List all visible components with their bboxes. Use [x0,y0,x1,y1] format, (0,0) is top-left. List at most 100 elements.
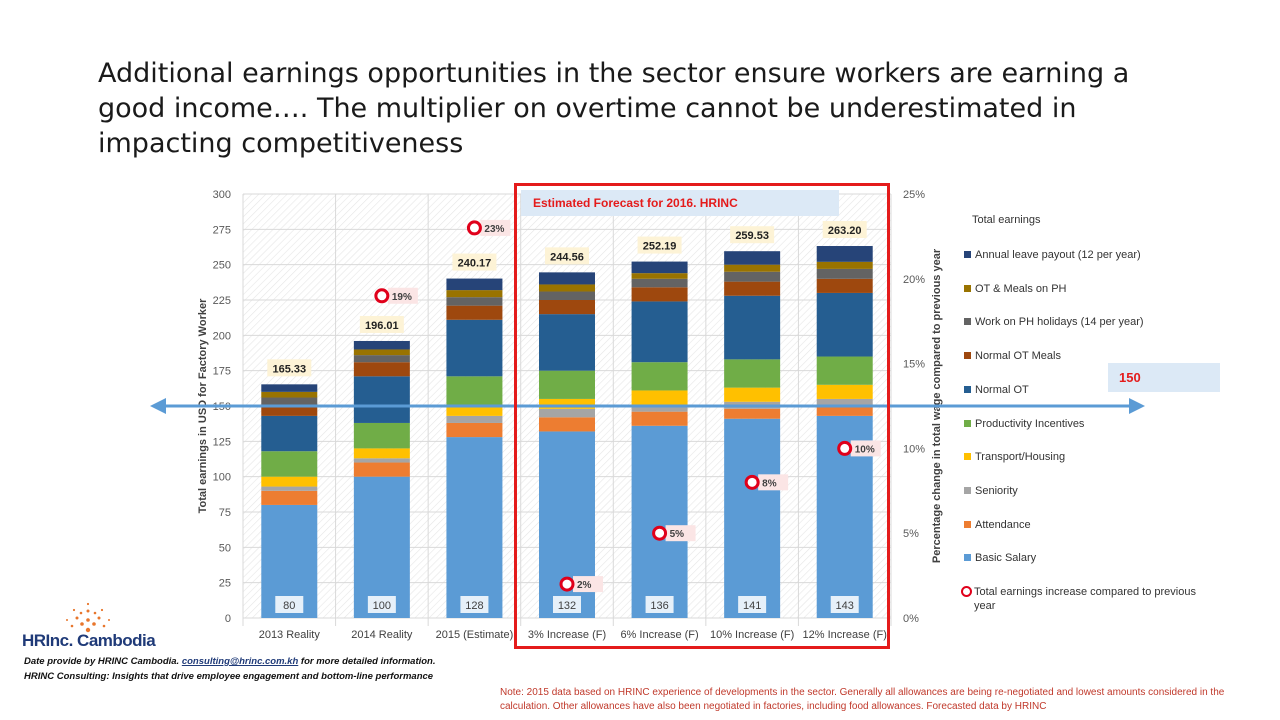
contact-email-link[interactable]: consulting@hrinc.com.kh [181,656,299,667]
bar-segment [261,415,318,452]
y2-tick-label: 25% [903,189,925,201]
increase-marker [559,576,575,592]
legend-label: OT & Meals on PH [975,282,1067,295]
legend-label: Normal OT [975,383,1029,396]
bar-segment [353,340,410,350]
increase-label: 19% [392,292,412,303]
y-tick-label: 125 [213,436,231,448]
bar-segment [261,384,318,392]
bar-segment [539,398,595,409]
bar-segment [261,490,318,505]
base-label-bg [553,596,581,613]
bar-segment [446,376,503,406]
bar-segment [446,290,503,298]
increase-label: 5% [670,529,685,540]
legend-label: Work on PH holidays (14 per year) [975,316,1144,329]
arrow-right-head-icon [1129,398,1145,414]
bar-segment [539,417,595,432]
legend-swatch [964,554,971,562]
x-tick-label: 10% Increase (F) [710,629,794,641]
y-tick-label: 50 [219,542,231,554]
x-tick-label: 2014 Reality [351,629,413,641]
base-value-label: 136 [650,600,668,612]
base-label-bg [645,596,674,613]
legend-title: Total earnings [972,214,1041,226]
total-label-bg [359,315,404,333]
bar-segment [539,284,595,292]
bar-segment [816,292,873,357]
base-label-bg [367,596,396,613]
bar-segment [446,437,503,618]
legend-swatch [964,318,971,326]
bar-segment [446,297,503,306]
total-value-label: 259.53 [735,230,769,242]
legend-swatch [964,352,971,360]
base-value-label: 132 [558,600,576,612]
bar-segment [631,362,688,391]
forecast-highlight-box [514,183,890,649]
bar-segment [631,261,688,274]
x-tick-label: 3% Increase (F) [528,629,606,641]
legend-swatch [964,251,971,258]
y-tick-label: 175 [213,366,231,378]
increase-label: 2% [577,580,592,591]
page-title: Additional earnings opportunities in the… [98,58,1130,159]
total-value-label: 244.56 [550,251,584,263]
bar-segment [353,355,410,363]
legend-item: Work on PH holidays (14 per year) [958,315,1144,329]
y2-tick-label: 20% [903,274,925,286]
legend-swatch [964,284,971,292]
total-label-bg [267,359,312,377]
bar-segment [446,278,503,291]
total-value-label: 165.33 [272,363,306,375]
bar-segment [353,422,410,449]
forecast-label: Estimated Forecast for 2016. HRINC [521,190,839,216]
bar-segment [724,264,781,272]
base-value-label: 100 [373,600,391,612]
bar-segment [724,281,781,296]
total-value-label: 196.01 [365,320,399,332]
y-tick-label: 25 [219,578,231,590]
legend-swatch [964,385,971,393]
base-label-bg [738,596,767,613]
legend-label: Productivity Incentives [975,417,1085,430]
legend-label: Seniority [975,484,1018,497]
legend-label: Basic Salary [975,552,1037,565]
total-label-bg [545,247,589,265]
bar-segment [539,408,595,418]
arrow-left-head-icon [150,398,166,414]
base-value-label: 141 [743,600,761,612]
logo-burst-icon [66,602,110,633]
bar-segment [539,300,595,315]
total-value-label: 252.19 [643,241,677,253]
base-label-bg [275,596,304,613]
bar-segment [353,349,410,356]
bar-segment [539,370,595,399]
bar-segment [539,272,595,285]
bar-segment [261,486,318,491]
legend-item: Total earnings increase compared to prev… [958,585,1198,613]
x-tick-label: 6% Increase (F) [620,629,698,641]
bar-segment [724,251,781,265]
bar-segment [724,359,781,388]
bar-segment [816,406,873,416]
increase-label-bg [387,287,418,304]
bar-segment [353,462,410,477]
legend-item: Normal OT [958,383,1029,397]
y2-tick-label: 15% [903,359,925,371]
legend-swatch [964,453,971,461]
bar-segment [631,273,688,279]
bar-segment [446,319,503,377]
increase-label: 23% [484,224,504,235]
bar-segment [631,301,688,363]
bar-segment [816,278,873,293]
legend-label: Annual leave payout (12 per year) [975,249,1141,261]
x-tick-label: 2015 (Estimate) [436,629,514,641]
legend-swatch [964,419,971,427]
bar-segment [353,458,410,463]
bar-segment [631,287,688,302]
legend-item: Annual leave payout (12 per year) [958,248,1141,262]
increase-label-bg [758,474,789,491]
base-label-bg [830,596,859,613]
bar-segment [631,404,688,412]
